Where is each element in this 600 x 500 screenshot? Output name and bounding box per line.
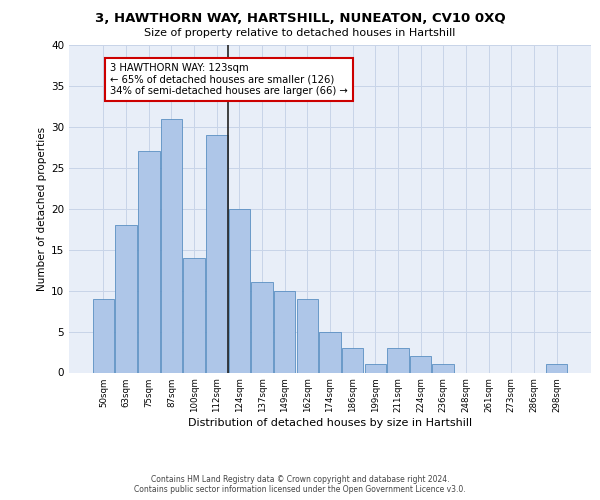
Bar	[387, 348, 409, 372]
Text: Contains HM Land Registry data © Crown copyright and database right 2024.
Contai: Contains HM Land Registry data © Crown c…	[134, 474, 466, 494]
Text: 3, HAWTHORN WAY, HARTSHILL, NUNEATON, CV10 0XQ: 3, HAWTHORN WAY, HARTSHILL, NUNEATON, CV…	[95, 12, 505, 26]
Bar	[365, 364, 386, 372]
Bar	[342, 348, 364, 372]
Bar	[138, 152, 160, 372]
Bar	[319, 332, 341, 372]
Bar	[161, 118, 182, 372]
Bar	[296, 299, 318, 372]
Bar	[229, 209, 250, 372]
Y-axis label: Number of detached properties: Number of detached properties	[37, 126, 47, 291]
Bar	[184, 258, 205, 372]
Bar	[410, 356, 431, 372]
Bar	[206, 135, 227, 372]
Bar	[433, 364, 454, 372]
Bar	[251, 282, 273, 372]
Text: Size of property relative to detached houses in Hartshill: Size of property relative to detached ho…	[145, 28, 455, 38]
Text: 3 HAWTHORN WAY: 123sqm
← 65% of detached houses are smaller (126)
34% of semi-de: 3 HAWTHORN WAY: 123sqm ← 65% of detached…	[110, 63, 348, 96]
Bar	[93, 299, 114, 372]
Bar	[115, 225, 137, 372]
Bar	[274, 290, 295, 372]
X-axis label: Distribution of detached houses by size in Hartshill: Distribution of detached houses by size …	[188, 418, 472, 428]
Bar	[546, 364, 567, 372]
